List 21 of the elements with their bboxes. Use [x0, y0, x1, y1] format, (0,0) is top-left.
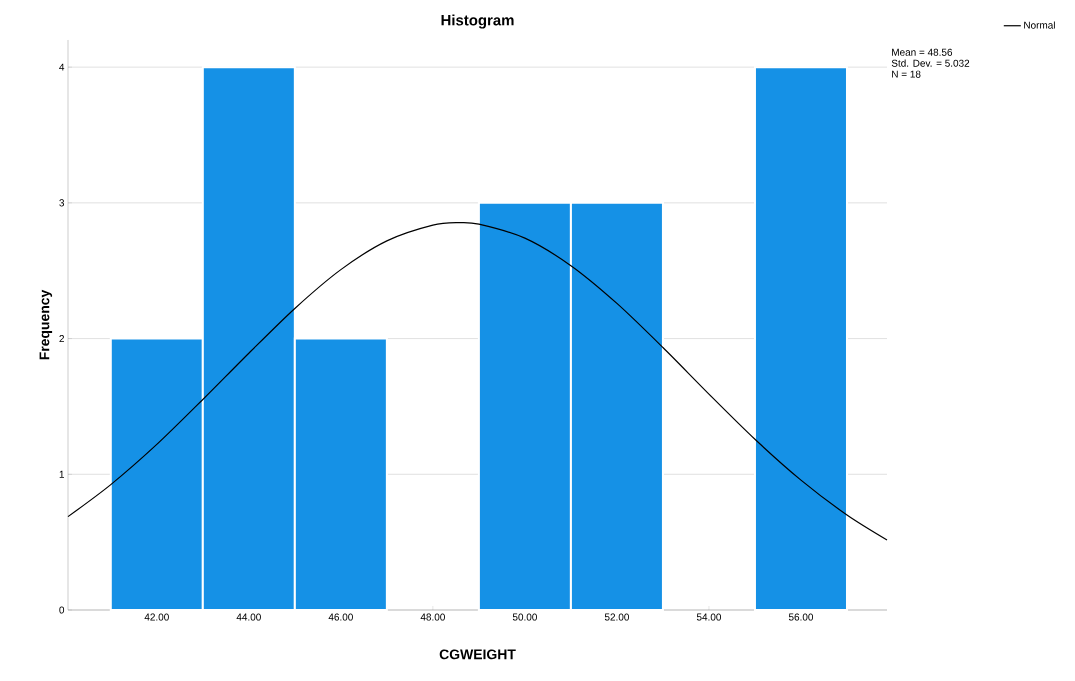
y-tick-label: 0	[59, 606, 65, 614]
y-tick-label: 4	[59, 63, 65, 71]
text: Mean = 48.56	[892, 48, 953, 56]
x-tick-label: 46.00	[328, 613, 353, 621]
x-tick-label: 52.00	[604, 613, 629, 621]
y-tick-label: 2	[59, 335, 64, 343]
x-tick-label: 56.00	[788, 613, 814, 621]
x-tick-label: 54.00	[696, 613, 722, 621]
line-series	[67, 221, 888, 541]
x-tick-label: 44.00	[236, 613, 261, 621]
x-tick-label: 48.00	[420, 613, 445, 621]
chart-title: Histogram	[441, 14, 514, 29]
x-tick-label: 42.00	[144, 613, 169, 621]
y-axis-title: Frequency	[39, 289, 53, 360]
text: Std. Dev. = 5.032	[891, 59, 970, 67]
y-tick-label: 3	[59, 199, 65, 207]
legend-label: Normal	[1024, 21, 1055, 29]
y-tick-label: 1	[59, 470, 64, 478]
x-tick-label: 50.00	[512, 613, 537, 621]
x-axis-title: CGWEIGHT	[439, 649, 516, 660]
text: N = 18	[892, 70, 921, 78]
